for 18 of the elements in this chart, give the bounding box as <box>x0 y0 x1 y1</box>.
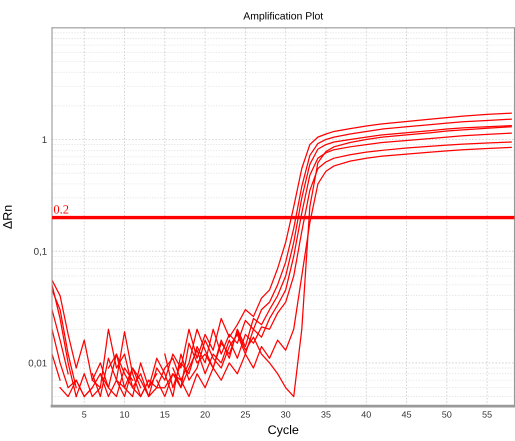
x-tick-label: 15 <box>160 411 170 418</box>
x-axis-title: Cycle <box>268 424 298 437</box>
x-tick-label: 10 <box>120 411 130 418</box>
x-tick-label: 25 <box>240 411 250 418</box>
y-axis-title: ΔRn <box>3 206 12 229</box>
x-tick-label: 20 <box>200 411 210 418</box>
ref-line-label: 0.2 <box>54 205 68 214</box>
x-tick-label: 55 <box>482 411 492 418</box>
x-tick-label: 40 <box>361 411 371 418</box>
y-tick-label: 0,1 <box>34 248 47 256</box>
y-tick-label: 0,01 <box>28 360 47 368</box>
chart-title: Amplification Plot <box>243 12 324 22</box>
x-tick-label: 45 <box>402 411 412 418</box>
x-tick-label: 30 <box>280 411 290 418</box>
x-tick-label: 35 <box>321 411 331 418</box>
x-tick-label: 50 <box>442 411 452 418</box>
x-tick-label: 5 <box>82 411 86 418</box>
y-tick-label: 1 <box>42 136 47 144</box>
